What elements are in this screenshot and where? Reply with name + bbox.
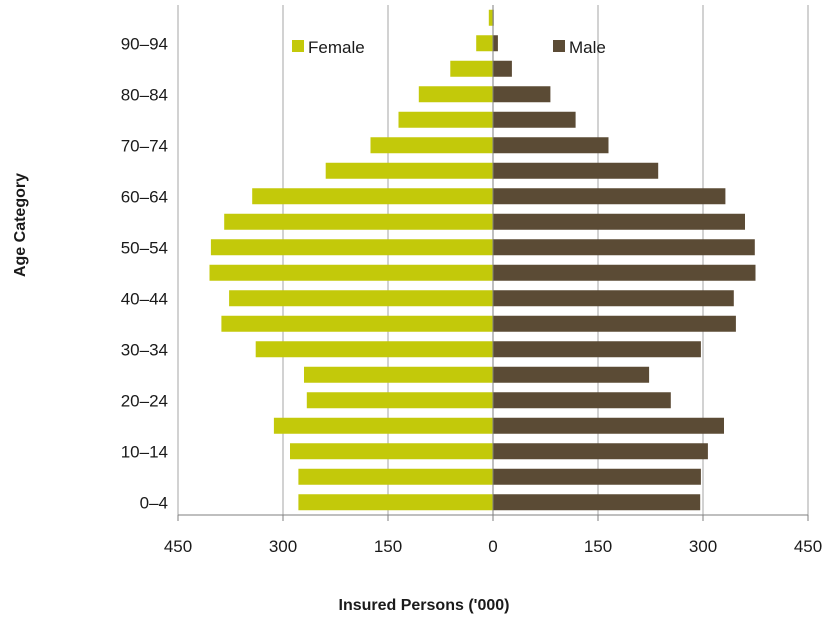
x-tick-label: 300 [689,537,717,556]
bar-female [209,264,493,281]
bar-female [290,443,493,460]
axis-layer: 450 300 150 0 150 300 450 0–4 10–14 20–24 30–34 40–… [121,5,822,556]
y-tick-label: 20–24 [121,391,168,410]
bar-male [493,417,724,434]
grid-layer [177,5,809,515]
x-tick-label: 150 [374,537,402,556]
bar-female [252,188,493,205]
x-tick-label: 450 [794,537,822,556]
bar-male [493,341,701,358]
bars-layer [209,9,756,511]
bar-male [493,162,659,179]
legend: Female Male [292,38,606,57]
bar-male [493,494,701,511]
bar-female [488,9,493,26]
x-tick-label: 150 [584,537,612,556]
legend-swatch-male [553,40,565,52]
bar-female [255,341,493,358]
bar-female [298,494,493,511]
y-tick-label: 80–84 [121,85,168,104]
bar-female [476,35,493,52]
legend-label-male: Male [569,38,606,57]
bar-male [493,392,671,409]
bar-female [418,86,493,103]
bar-female [210,239,493,256]
bar-female [370,137,493,154]
y-tick-label: 90–94 [121,34,168,53]
legend-swatch-female [292,40,304,52]
y-tick-label: 0–4 [140,493,168,512]
bar-male [493,443,708,460]
bar-male [493,137,609,154]
bar-male [493,213,745,230]
bar-male [493,188,726,205]
bar-female [229,290,493,307]
y-tick-label: 30–34 [121,340,168,359]
x-tick-label: 0 [488,537,497,556]
bar-male [493,315,736,332]
bar-female [306,392,493,409]
x-tick-label: 450 [164,537,192,556]
bar-male [493,366,650,383]
bar-male [493,468,701,485]
y-tick-label: 70–74 [121,136,168,155]
bar-male [493,111,576,128]
bar-male [493,264,756,281]
y-axis-title: Age Category [12,173,29,277]
bar-female [221,315,493,332]
bar-female [398,111,493,128]
bar-female [224,213,493,230]
bar-male [493,35,498,52]
y-tick-label: 50–54 [121,238,168,257]
bar-female [325,162,493,179]
bar-male [493,86,551,103]
y-tick-label: 10–14 [121,442,168,461]
bar-female [450,60,493,77]
y-tick-label: 60–64 [121,187,168,206]
legend-label-female: Female [308,38,365,57]
bar-female [304,366,493,383]
x-axis-title: Insured Persons ('000) [339,597,510,614]
bar-male [493,239,755,256]
bar-female [298,468,493,485]
bar-male [493,290,734,307]
bar-male [493,60,512,77]
bar-female [273,417,493,434]
x-tick-label: 300 [269,537,297,556]
y-tick-label: 40–44 [121,289,168,308]
